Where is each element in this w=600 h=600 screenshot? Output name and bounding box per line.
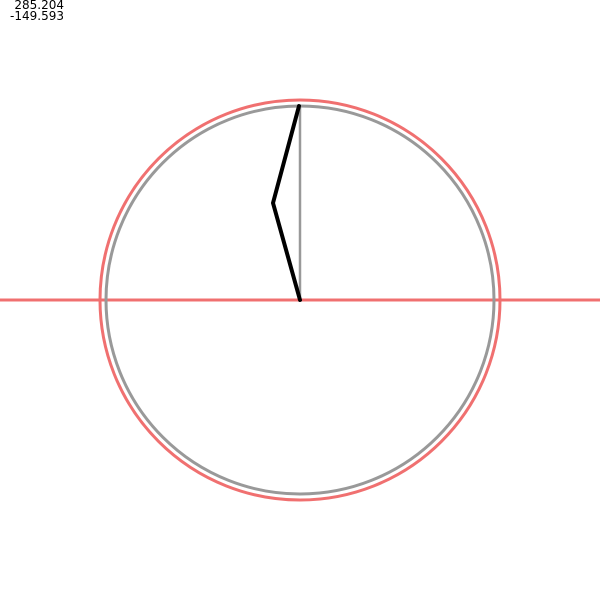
outer-circle (98, 98, 502, 502)
coordinate-readout: 285.204 -149.593 (9, 0, 64, 22)
linkage-arm (271, 104, 302, 302)
readout-value-1: 285.204 (14, 0, 64, 12)
readout-value-2: -149.593 (10, 9, 64, 23)
